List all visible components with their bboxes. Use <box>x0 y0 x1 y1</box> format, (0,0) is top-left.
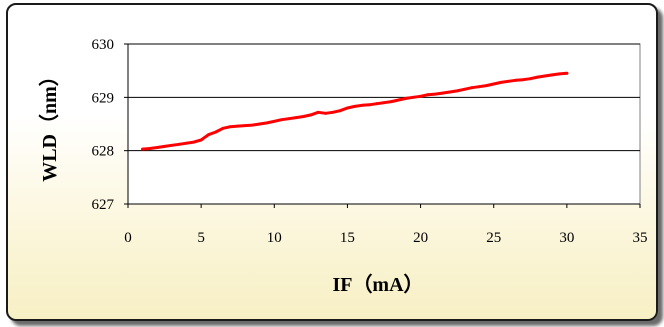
data-point <box>185 141 188 145</box>
data-point <box>148 147 152 150</box>
data-point <box>565 71 569 75</box>
y-tick-label-627: 627 <box>92 197 115 213</box>
data-point <box>448 90 452 94</box>
data-point <box>155 146 159 149</box>
data-point <box>426 93 430 97</box>
wavelength-chart: 627 628 629 630 0 5 10 15 20 25 30 35 IF（mA） WLD（n… <box>38 37 648 296</box>
data-point <box>521 78 525 82</box>
data-point <box>346 106 349 110</box>
data-point <box>272 119 276 123</box>
data-point <box>243 124 247 127</box>
x-tick-label-10: 10 <box>267 230 282 246</box>
data-point <box>382 101 386 105</box>
data-point <box>492 82 496 86</box>
data-point <box>287 117 291 121</box>
data-point <box>258 122 262 126</box>
x-tick-label-15: 15 <box>340 230 355 246</box>
axes <box>127 44 640 205</box>
data-point <box>250 123 254 127</box>
data-point <box>207 133 210 137</box>
data-point <box>199 138 203 142</box>
data-point <box>324 111 327 115</box>
x-tick-label-25: 25 <box>486 230 501 246</box>
y-tick-labels: 627 628 629 630 <box>92 37 128 213</box>
data-point <box>214 130 218 134</box>
data-point <box>221 126 225 130</box>
data-point <box>397 98 400 102</box>
data-point <box>236 124 240 128</box>
chart-frame: 627 628 629 630 0 5 10 15 20 25 30 35 IF（mA） WLD（n… <box>6 3 658 321</box>
data-point <box>455 89 459 93</box>
data-point <box>506 79 510 83</box>
y-tick-label-629: 629 <box>92 90 115 106</box>
data-point <box>411 95 415 99</box>
plot-area <box>127 43 641 205</box>
data-point <box>419 94 422 98</box>
y-tick-label-630: 630 <box>92 37 115 53</box>
data-point <box>441 91 444 95</box>
y-axis-title: WLD（nm） <box>38 66 61 182</box>
data-point <box>368 103 371 107</box>
data-point <box>499 81 503 84</box>
x-tick-label-30: 30 <box>559 230 574 246</box>
data-point <box>163 145 167 148</box>
data-point <box>470 86 474 90</box>
data-point <box>316 110 320 114</box>
data-point <box>192 140 196 144</box>
x-tick-label-20: 20 <box>413 230 428 246</box>
data-point <box>265 121 269 125</box>
data-point <box>331 110 335 114</box>
y-tick-label-628: 628 <box>92 144 115 160</box>
data-point <box>141 147 145 151</box>
grid-lines <box>128 43 640 152</box>
data-point <box>550 73 554 77</box>
data-point <box>543 74 547 78</box>
data-point <box>514 78 518 82</box>
data-point <box>558 72 561 76</box>
x-tick-labels: 0 5 10 15 20 25 30 35 <box>124 204 648 246</box>
data-point <box>294 116 298 119</box>
x-tick-label-5: 5 <box>197 230 205 246</box>
data-point <box>177 142 181 146</box>
data-point <box>309 113 313 117</box>
data-point <box>280 118 283 122</box>
data-point <box>485 84 488 87</box>
x-tick-label-35: 35 <box>633 230 648 246</box>
data-point <box>528 77 532 81</box>
x-axis-title: IF（mA） <box>332 273 423 296</box>
data-point <box>404 97 408 100</box>
data-point <box>353 105 357 108</box>
data-point <box>375 102 379 106</box>
data-point <box>477 85 481 89</box>
data-point <box>536 75 539 79</box>
data-point <box>170 143 174 147</box>
data-point <box>302 115 305 118</box>
data-point <box>433 92 437 96</box>
data-point <box>360 103 364 107</box>
series-group <box>141 71 569 151</box>
data-point <box>463 87 466 91</box>
data-point <box>389 100 393 103</box>
data-point <box>338 109 342 113</box>
x-tick-label-0: 0 <box>124 230 132 246</box>
data-point <box>229 125 232 129</box>
